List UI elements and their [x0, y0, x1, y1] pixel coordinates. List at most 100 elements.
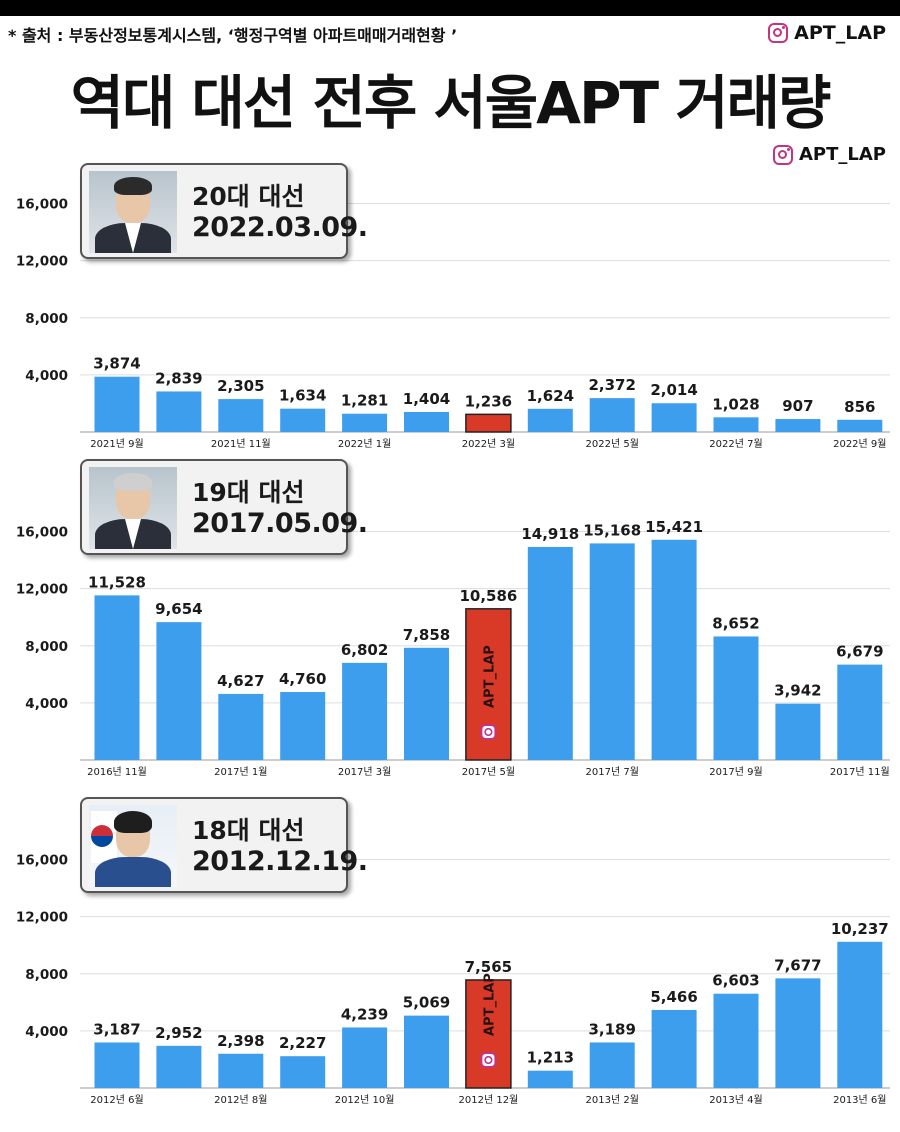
- data-label: 2,305: [217, 377, 264, 395]
- bar: [775, 703, 821, 760]
- korean-flag-icon: [91, 811, 117, 863]
- data-label: 8,652: [712, 614, 759, 632]
- x-tick-label: 2017년 9월: [709, 766, 762, 778]
- bar: [713, 993, 759, 1088]
- bar: [527, 408, 573, 432]
- bar: [713, 417, 759, 432]
- y-tick-label: 4,000: [25, 368, 68, 384]
- data-label: 9,654: [155, 600, 202, 618]
- card-title: 19대 대선: [192, 478, 305, 507]
- x-tick-label: 2017년 5월: [462, 766, 515, 778]
- x-tick-label: 2022년 3월: [462, 438, 515, 450]
- data-label: 1,213: [527, 1049, 574, 1067]
- data-label: 5,466: [650, 988, 697, 1006]
- page-title: 역대 대선 전후 서울APT 거래량: [70, 69, 832, 137]
- card-title: 20대 대선: [192, 182, 305, 211]
- y-tick-label: 8,000: [25, 311, 68, 327]
- bar-watermark: APT_LAP: [482, 645, 497, 708]
- instagram-icon: [768, 23, 789, 43]
- bar: [713, 636, 759, 760]
- brand-label: APT_LAP: [794, 22, 886, 44]
- bar: [404, 647, 449, 760]
- data-label: 1,634: [279, 387, 326, 405]
- data-label: 6,679: [836, 643, 883, 661]
- election-card-20: 20대 대선 2022.03.09.: [80, 163, 368, 259]
- data-label: 3,874: [93, 355, 140, 373]
- instagram-icon: [480, 724, 497, 740]
- data-label: 2,398: [217, 1032, 264, 1050]
- x-tick-label: 2012년 12월: [459, 1094, 519, 1106]
- y-tick-label: 8,000: [25, 967, 68, 983]
- bar: [837, 419, 883, 432]
- x-tick-label: 2012년 6월: [90, 1094, 143, 1106]
- bar: [94, 376, 140, 432]
- x-tick-label: 2022년 7월: [709, 438, 762, 450]
- bar: [156, 622, 202, 760]
- y-tick-label: 4,000: [25, 1024, 68, 1040]
- bar: [280, 1056, 326, 1088]
- bar: [527, 1070, 573, 1088]
- data-label: 6,603: [712, 972, 759, 990]
- top-black-bar: [0, 0, 900, 16]
- instagram-icon: [480, 1052, 497, 1068]
- bar: [404, 411, 449, 432]
- x-tick-label: 2012년 10월: [335, 1094, 395, 1106]
- data-label: 1,028: [712, 395, 759, 413]
- bar: [775, 978, 821, 1088]
- x-tick-label: 2013년 6월: [833, 1094, 886, 1106]
- brand-tag-second: APT_LAP: [773, 144, 886, 165]
- bar: [156, 1045, 202, 1088]
- bar-chart-1: 4,000 8,000 12,000 16,000 11,528 2016년 11월 9,6…: [16, 518, 890, 778]
- bar: [837, 941, 883, 1088]
- bar: [218, 693, 264, 760]
- data-label: 11,528: [88, 573, 146, 591]
- card-date: 2012.12.19.: [192, 846, 368, 877]
- data-label: 6,802: [341, 641, 388, 659]
- bar: [837, 664, 883, 760]
- data-label: 2,952: [155, 1024, 202, 1042]
- data-label: 1,404: [403, 390, 450, 408]
- bar: [775, 419, 821, 432]
- bar: [651, 539, 697, 760]
- card-date: 2017.05.09.: [192, 508, 368, 539]
- x-tick-label: 2017년 3월: [338, 766, 391, 778]
- data-label: 1,236: [465, 392, 512, 410]
- bar-highlight: [465, 413, 512, 433]
- x-tick-label: 2021년 11월: [211, 438, 271, 450]
- bar-watermark: APT_LAP: [482, 973, 497, 1036]
- data-label: 3,187: [93, 1020, 140, 1038]
- card-title: 18대 대선: [192, 816, 305, 845]
- data-label: 14,918: [521, 525, 579, 543]
- data-label: 907: [782, 397, 813, 415]
- data-label: 4,760: [279, 670, 326, 688]
- bar: [218, 1053, 264, 1088]
- bar-highlight: [465, 979, 512, 1089]
- bar: [651, 1009, 697, 1088]
- data-label: 5,069: [403, 994, 450, 1012]
- y-tick-label: 12,000: [16, 910, 68, 926]
- brand-label-second: APT_LAP: [799, 144, 886, 165]
- x-tick-label: 2013년 4월: [709, 1094, 762, 1106]
- data-label: 1,281: [341, 392, 388, 410]
- election-card-19: 19대 대선 2017.05.09.: [80, 459, 368, 555]
- bar: [404, 1015, 449, 1088]
- data-label: 15,168: [583, 521, 641, 539]
- bar: [651, 403, 697, 432]
- bar: [280, 408, 326, 432]
- data-label: 2,372: [588, 376, 635, 394]
- data-label: 4,239: [341, 1005, 388, 1023]
- source-note: * 출처 : 부동산정보통계시스템, ‘행정구역별 아파트매매거래현황 ’: [8, 26, 458, 45]
- bar: [218, 399, 264, 432]
- bar: [94, 1042, 140, 1088]
- data-label: 10,237: [831, 920, 889, 938]
- y-tick-label: 12,000: [16, 582, 68, 598]
- data-label: 2,014: [650, 381, 697, 399]
- x-tick-label: 2012년 8월: [214, 1094, 267, 1106]
- bar: [280, 692, 326, 760]
- data-label: 3,189: [588, 1020, 635, 1038]
- instagram-icon: [773, 144, 793, 165]
- data-label: 15,421: [645, 518, 703, 536]
- y-tick-label: 8,000: [25, 639, 68, 655]
- y-tick-label: 16,000: [16, 853, 68, 869]
- x-tick-label: 2022년 9월: [833, 438, 886, 450]
